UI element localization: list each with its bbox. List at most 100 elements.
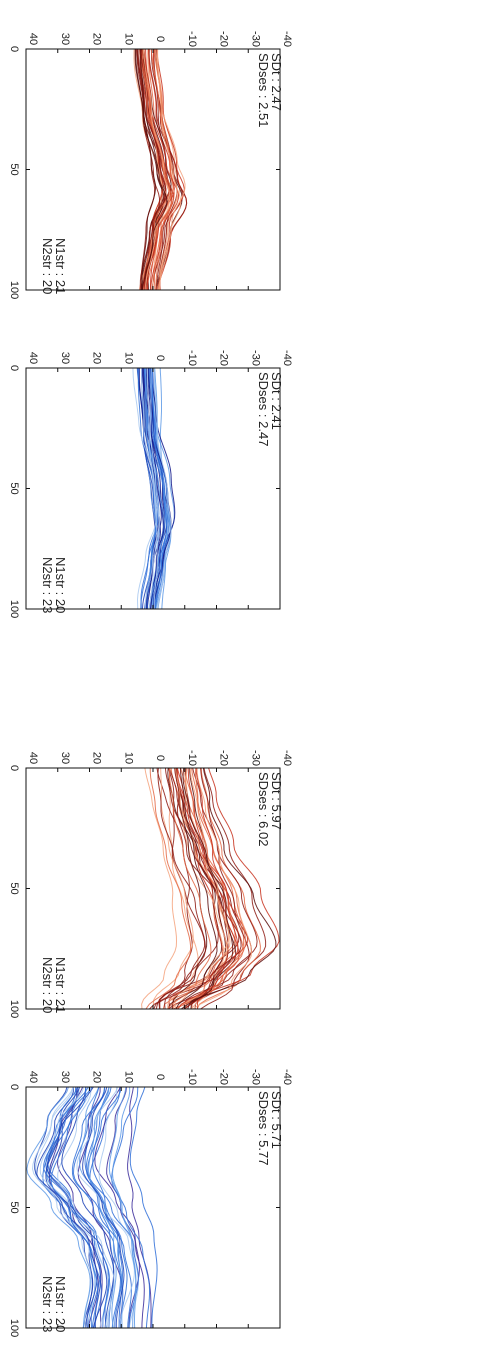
y-tick-label: 40 (27, 352, 39, 364)
y-tick-label: -40 (281, 1069, 293, 1085)
series-line (142, 49, 173, 290)
y-tick-label: 20 (91, 1071, 103, 1083)
y-tick-label: -40 (281, 750, 293, 766)
series-line (129, 1087, 158, 1328)
series-line (87, 1087, 139, 1328)
series-line (176, 768, 244, 1009)
series-line (47, 1087, 110, 1328)
series-line (191, 768, 245, 1009)
sd-annotation: SDt : 2.41 (269, 372, 284, 430)
series-line (200, 768, 250, 1009)
series-line (153, 768, 242, 1009)
y-tick-label: 10 (122, 752, 134, 764)
y-tick-label: 30 (59, 1071, 71, 1083)
series-line (175, 768, 218, 1009)
x-tick-label: 50 (8, 482, 20, 494)
panel-top-right: -40 -30 -20 -10 0 10 20 30 40 0 50 100 SDt : 2.41SDs… (8, 350, 293, 618)
series-line (187, 768, 227, 1009)
series-line (190, 768, 277, 1009)
x-tick-label: 0 (8, 1084, 20, 1090)
panel-bottom-left: -40 -30 -20 -10 0 10 20 30 40 0 50 100 SDt : 5.97SDs… (8, 750, 293, 1018)
y-tick-label: -40 (281, 350, 293, 366)
series-line (149, 368, 160, 609)
series-line (153, 368, 172, 609)
x-tick-label: 50 (8, 163, 20, 175)
sd-annotation: SDt : 2.47 (269, 53, 284, 111)
y-tick-label: 0 (154, 755, 166, 761)
series-line (152, 768, 194, 1009)
series-line (143, 49, 171, 290)
series-line (127, 1087, 152, 1328)
series-line (42, 1087, 102, 1328)
series-line (98, 1087, 139, 1328)
x-tick-label: 100 (8, 1000, 20, 1018)
series-line (145, 768, 192, 1009)
x-tick-label: 0 (8, 765, 20, 771)
series-line (111, 1087, 137, 1328)
y-tick-label: -10 (186, 31, 198, 47)
y-tick-label: -20 (218, 31, 230, 47)
series-line (79, 1087, 117, 1328)
y-tick-label: -30 (249, 31, 261, 47)
series-line (111, 1087, 150, 1328)
sdses-annotation: SDses : 5.77 (256, 1091, 271, 1165)
series-line (132, 368, 157, 609)
series-line (141, 368, 166, 609)
y-tick-label: -10 (186, 350, 198, 366)
series-line (50, 1087, 99, 1328)
series-line (157, 49, 182, 290)
n2str-annotation: N2str : 23 (40, 557, 55, 613)
n1str-annotation: N1str : 20 (53, 1276, 68, 1332)
y-tick-label: -10 (186, 1069, 198, 1085)
x-tick-label: 100 (8, 600, 20, 618)
x-tick-label: 0 (8, 365, 20, 371)
series-line (139, 49, 157, 290)
y-tick-label: -30 (249, 350, 261, 366)
series-line (39, 1087, 115, 1328)
series-line (151, 368, 168, 609)
series-line (61, 1087, 115, 1328)
series-line (144, 368, 166, 609)
series-line (167, 768, 212, 1009)
series-line (149, 768, 206, 1009)
y-tick-label: 0 (154, 36, 166, 42)
traces-bottom-right (26, 1087, 158, 1328)
series-line (134, 49, 168, 290)
series-line (192, 768, 253, 1009)
series-line (84, 1087, 115, 1328)
sd-annotation: SDt : 5.71 (269, 1091, 284, 1149)
series-line (172, 768, 236, 1009)
series-line (57, 1087, 112, 1328)
series-line (138, 49, 171, 290)
y-tick-label: 30 (59, 33, 71, 45)
y-tick-label: 40 (27, 33, 39, 45)
n1str-annotation: N1str : 21 (53, 957, 68, 1013)
y-tick-label: 10 (122, 33, 134, 45)
y-tick-label: 10 (122, 1071, 134, 1083)
y-tick-label: 10 (122, 352, 134, 364)
x-tick-label: 50 (8, 882, 20, 894)
y-tick-label: -30 (249, 750, 261, 766)
series-line (167, 768, 231, 1009)
n1str-annotation: N1str : 21 (53, 238, 68, 294)
series-line (171, 768, 208, 1009)
series-line (31, 1087, 92, 1328)
y-tick-label: -30 (249, 1069, 261, 1085)
y-tick-label: 30 (59, 752, 71, 764)
n1str-annotation: N1str : 20 (53, 557, 68, 613)
y-tick-label: -20 (218, 750, 230, 766)
n2str-annotation: N2str : 23 (40, 1276, 55, 1332)
y-tick-label: 20 (91, 352, 103, 364)
series-line (26, 1087, 91, 1328)
series-line (150, 49, 188, 290)
traces-bottom-left (141, 768, 280, 1009)
panel-bottom-right: -40 -30 -20 -10 0 10 20 30 40 0 50 100 SDt : 5.71SDs… (8, 1069, 293, 1337)
y-tick-label: 40 (27, 752, 39, 764)
series-line (85, 1087, 128, 1328)
y-tick-label: 0 (154, 1074, 166, 1080)
series-line (45, 1087, 108, 1328)
n2str-annotation: N2str : 20 (40, 238, 55, 294)
x-tick-label: 50 (8, 1201, 20, 1213)
y-tick-label: -10 (186, 750, 198, 766)
